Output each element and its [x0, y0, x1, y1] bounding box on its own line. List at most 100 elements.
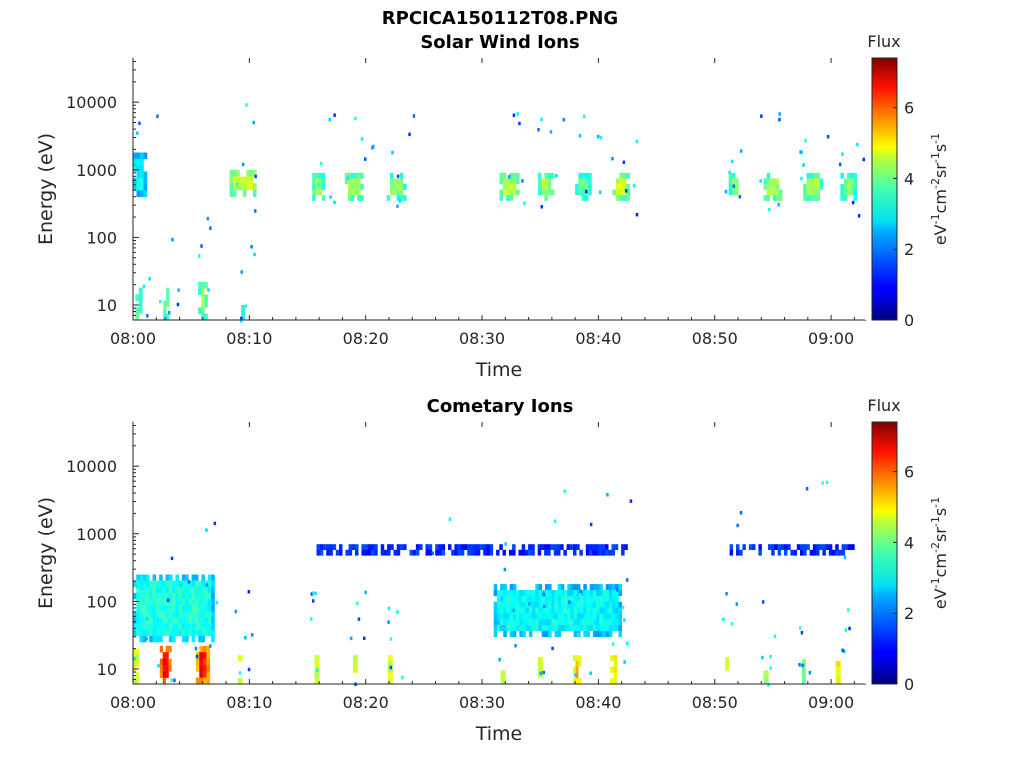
flux-cell	[139, 599, 144, 606]
flux-cell	[318, 184, 323, 190]
flux-cell	[555, 174, 558, 178]
flux-cell	[544, 195, 548, 201]
flux-cell	[374, 544, 378, 550]
flux-cell	[772, 184, 777, 190]
flux-cell	[149, 635, 153, 643]
flux-cell	[519, 619, 523, 626]
flux-cell	[586, 625, 590, 632]
flux-cell	[352, 661, 358, 668]
flux-cell	[816, 178, 820, 185]
flux-feature	[135, 287, 143, 321]
flux-cell	[509, 184, 513, 190]
flux-cell	[344, 172, 349, 179]
flux-cell	[140, 190, 144, 197]
flux-cell	[162, 611, 166, 618]
flux-cell	[159, 617, 163, 624]
flux-cell	[347, 184, 352, 190]
flux-cell	[535, 601, 539, 608]
flux-cell	[618, 619, 622, 626]
flux-cell	[564, 595, 568, 602]
colorbar-tick-label: 4	[904, 533, 914, 552]
flux-cell	[825, 544, 830, 550]
flux-cell	[347, 189, 352, 196]
flux-cell	[560, 625, 565, 632]
flux-cell	[622, 160, 626, 164]
flux-cell	[771, 544, 775, 550]
flux-cell	[548, 590, 552, 597]
flux-cell	[528, 613, 533, 620]
flux-cell	[470, 549, 474, 556]
flux-cell	[605, 625, 610, 632]
flux-cell	[512, 549, 516, 556]
flux-cell	[735, 178, 739, 185]
flux-cell	[136, 611, 140, 618]
flux-cell	[435, 544, 439, 550]
flux-cell	[564, 601, 568, 608]
flux-cell	[509, 601, 514, 608]
flux-cell	[448, 544, 452, 550]
x-axis-label: Time	[475, 359, 523, 381]
flux-cell	[168, 605, 173, 612]
flux-cell	[211, 617, 215, 624]
flux-cell	[610, 655, 614, 662]
flux-cell	[557, 584, 562, 591]
flux-cell	[199, 671, 204, 678]
flux-cell	[389, 184, 394, 190]
flux-cell	[576, 590, 581, 597]
flux-cell	[819, 178, 824, 185]
flux-cell	[576, 601, 581, 608]
flux-cell	[535, 619, 539, 626]
flux-cell	[499, 172, 504, 179]
flux-scatter	[133, 103, 865, 323]
flux-feature	[725, 657, 729, 671]
flux-cell	[199, 658, 204, 666]
flux-cell	[146, 629, 150, 637]
flux-cell	[191, 611, 196, 618]
flux-cell	[232, 176, 237, 184]
flux-cell	[629, 499, 633, 503]
flux-cell	[523, 201, 526, 206]
flux-cell	[188, 580, 192, 587]
flux-cell	[428, 544, 433, 550]
flux-cell	[185, 592, 189, 600]
flux-cell	[206, 216, 210, 221]
flux-cell	[386, 195, 391, 201]
flux-cell	[194, 574, 199, 581]
flux-cell	[573, 613, 578, 620]
flux-cell	[841, 549, 846, 556]
flux-cell	[769, 189, 774, 196]
flux-cell	[500, 677, 506, 685]
flux-cell	[816, 189, 820, 196]
flux-cell	[200, 244, 203, 248]
flux-cell	[202, 645, 207, 653]
flux-cell	[344, 178, 349, 185]
flux-cell	[339, 549, 343, 556]
flux-cell	[544, 549, 548, 556]
flux-cell	[399, 189, 404, 196]
flux-cell	[403, 195, 407, 201]
flux-cell	[207, 586, 212, 594]
flux-cell	[578, 189, 582, 196]
flux-cell	[618, 584, 622, 591]
flux-cell	[314, 661, 320, 668]
flux-cell	[580, 607, 584, 614]
x-tick-label: 08:30	[459, 329, 505, 348]
x-tick-label: 08:40	[575, 329, 621, 348]
flux-cell	[605, 584, 610, 591]
flux-cell	[315, 189, 319, 196]
flux-feature	[241, 305, 245, 321]
flux-cell	[503, 584, 507, 591]
flux-cell	[548, 625, 552, 632]
flux-cell	[326, 549, 330, 556]
flux-cell	[763, 184, 767, 190]
flux-cell	[599, 590, 603, 597]
flux-cell	[519, 590, 523, 597]
flux-cell	[506, 595, 510, 602]
flux-cell	[361, 549, 365, 556]
flux-cell	[149, 629, 153, 637]
flux-cell	[172, 605, 176, 612]
flux-cell	[211, 580, 215, 587]
flux-cell	[354, 184, 358, 190]
flux-cell	[776, 178, 780, 185]
flux-cell	[403, 184, 407, 190]
